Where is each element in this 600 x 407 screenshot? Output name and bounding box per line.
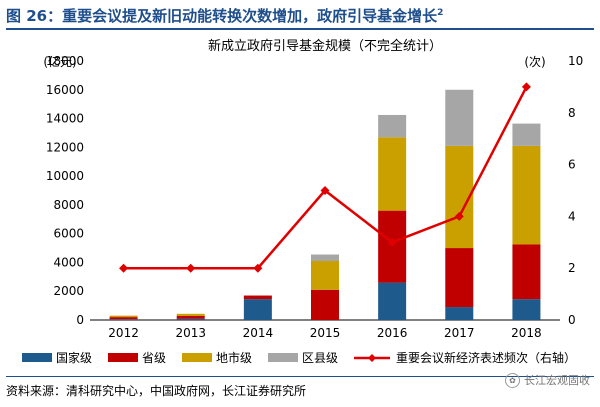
bar-segment-4 (378, 114, 407, 138)
bar-segment-4 (512, 123, 541, 146)
bar-segment-1 (378, 282, 407, 320)
watermark: ✿ 长江宏观固收 (505, 372, 590, 388)
bar-segment-3 (176, 313, 205, 316)
y-tick-label: 10000 (46, 169, 84, 183)
y2-tick-label: 4 (568, 209, 576, 223)
bar-segment-3 (378, 137, 407, 211)
source-note: 资料来源：清科研究中心，中国政府网，长江证券研究所 (6, 384, 307, 398)
y-tick-label: 6000 (53, 227, 84, 241)
line-point (387, 237, 397, 247)
wechat-icon: ✿ (505, 372, 520, 388)
line-point (253, 263, 263, 273)
x-tick-label: 2013 (175, 326, 206, 340)
bar-segment-3 (109, 315, 138, 318)
bar-segment-1 (109, 319, 138, 320)
line-point (186, 263, 196, 273)
x-tick-label: 2015 (310, 326, 341, 340)
x-tick-label: 2017 (444, 326, 475, 340)
source-rule (6, 376, 594, 377)
y-axis-label: (亿元) (43, 54, 76, 69)
figure-label: 图 26： (6, 7, 63, 25)
legend-label: 区县级 (302, 351, 338, 365)
x-tick-label: 2018 (511, 326, 542, 340)
y-tick-label: 12000 (46, 140, 84, 154)
y2-tick-label: 10 (568, 54, 583, 68)
y-tick-label: 4000 (53, 255, 84, 269)
line-point (119, 263, 129, 273)
y-tick-label: 0 (76, 313, 84, 327)
bar-segment-1 (512, 299, 541, 320)
bar-segment-3 (512, 145, 541, 245)
line-point (320, 186, 330, 195)
x-tick-label: 2016 (377, 326, 408, 340)
line-point (454, 211, 464, 221)
legend-label: 地市级 (216, 350, 252, 365)
y-tick-label: 18000 (46, 54, 84, 68)
bar-segment-2 (243, 295, 272, 300)
stacked-bar-line-chart: 新成立政府引导基金规模（不完全统计）(亿元) (次)020004000600080… (22, 38, 583, 365)
y2-tick-label: 0 (568, 313, 576, 327)
legend-swatch (22, 353, 52, 362)
bar-segment-2 (311, 289, 339, 320)
bar-segment-2 (109, 317, 138, 320)
figure-superscript: 2 (437, 8, 444, 18)
chart-title: 新成立政府引导基金规模（不完全统计） (208, 38, 442, 54)
legend-swatch (268, 353, 298, 362)
y-tick-label: 14000 (46, 112, 84, 126)
y-tick-label: 8000 (53, 198, 84, 212)
watermark-text: 长江宏观固收 (524, 374, 590, 387)
legend-label: 重要会议新经济表述频次（右轴） (396, 350, 576, 365)
bar-segment-2 (176, 315, 205, 319)
y-tick-label: 2000 (53, 284, 84, 298)
bar-segment-2 (445, 248, 474, 308)
bar-segment-1 (243, 299, 272, 320)
title-rule (6, 28, 594, 30)
y2-axis-label: (次) (524, 55, 545, 69)
bar-segment-4 (445, 89, 474, 146)
bar-segment-2 (512, 244, 541, 300)
x-tick-label: 2012 (108, 326, 139, 340)
legend-swatch (108, 353, 138, 362)
line-point (521, 82, 531, 92)
y-tick-label: 16000 (46, 83, 84, 97)
legend-label: 省级 (142, 351, 166, 365)
bar-segment-4 (311, 254, 339, 262)
y2-tick-label: 8 (568, 106, 576, 120)
figure-title: 图 26：重要会议提及新旧动能转换次数增加，政府引导基金增长2 (6, 5, 443, 26)
x-tick-label: 2014 (243, 326, 274, 340)
legend-label: 国家级 (56, 350, 92, 365)
y2-tick-label: 2 (568, 261, 576, 275)
bar-segment-1 (176, 318, 205, 320)
bar-segment-1 (445, 307, 474, 320)
legend-line-marker (368, 354, 376, 362)
legend-swatch (182, 353, 212, 362)
figure-heading: 重要会议提及新旧动能转换次数增加，政府引导基金增长 (62, 7, 438, 25)
bar-segment-3 (311, 261, 339, 290)
y2-tick-label: 6 (568, 158, 576, 172)
